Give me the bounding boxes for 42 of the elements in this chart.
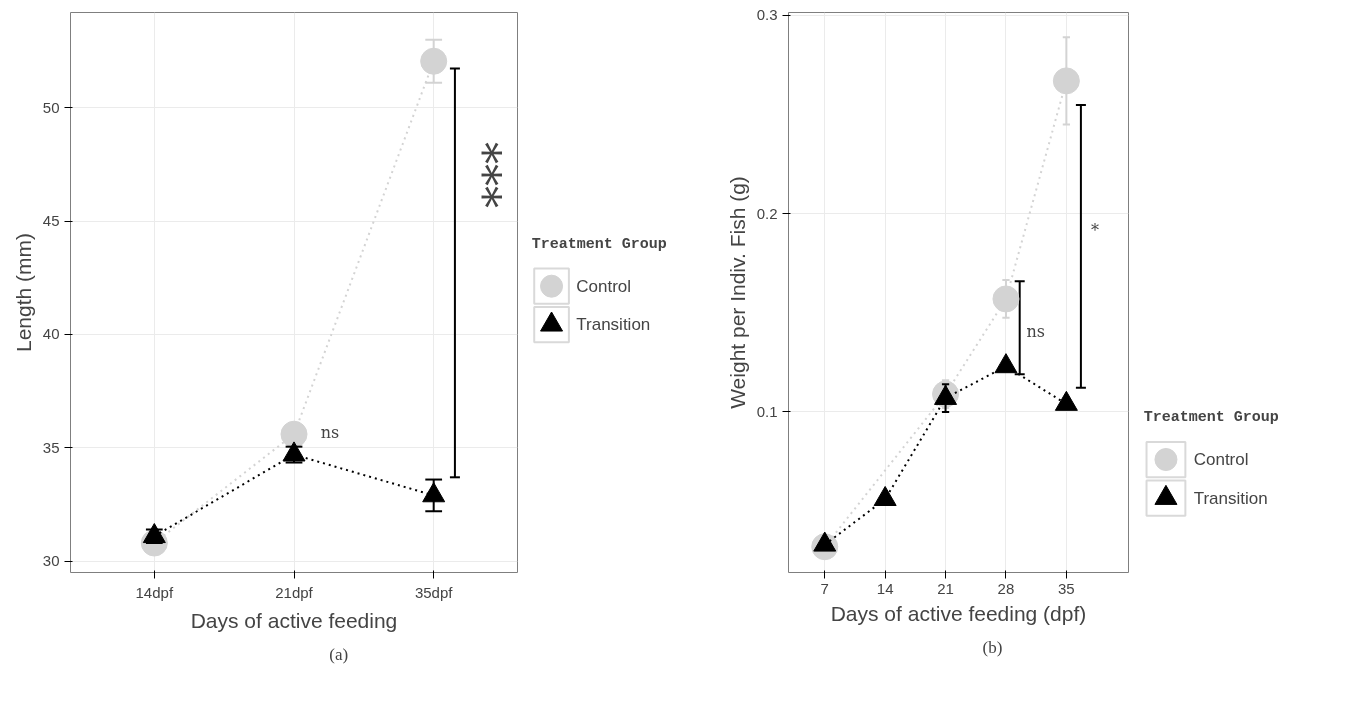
- annotation: ns: [320, 423, 340, 442]
- annotation: ***: [458, 141, 510, 208]
- annotation: ns: [1026, 322, 1046, 342]
- y-tick-label: 50: [42, 98, 60, 116]
- x-tick-label: 7: [820, 579, 829, 597]
- x-tick-label: 14dpf: [135, 583, 174, 601]
- point: [1054, 390, 1078, 411]
- point: [142, 523, 166, 544]
- point: [994, 353, 1018, 374]
- annotation: *: [1091, 221, 1100, 241]
- x-tick-label: 21: [937, 579, 954, 597]
- y-axis-title: Length (mm): [11, 232, 35, 353]
- y-tick-label: 30: [42, 552, 60, 570]
- legend-label: Transition: [1193, 488, 1268, 508]
- y-tick-label: 40: [42, 325, 60, 343]
- y-tick-label: 45: [42, 212, 60, 230]
- x-tick-label: 28: [997, 579, 1015, 597]
- x-tick-label: 35dpf: [414, 583, 454, 601]
- y-tick-label: 0.3: [756, 6, 778, 24]
- point: [813, 531, 837, 552]
- point: [420, 47, 448, 75]
- legend-label: Transition: [576, 315, 651, 335]
- legend-label: Control: [1193, 450, 1249, 470]
- point: [422, 482, 446, 503]
- point: [1052, 67, 1080, 95]
- x-axis-title: Days of active feeding (dpf): [830, 601, 1087, 625]
- text: (a): [329, 645, 349, 664]
- legend-title: Treatment Group: [531, 235, 667, 253]
- legend-title: Treatment Group: [1143, 409, 1279, 427]
- point: [280, 420, 308, 448]
- x-axis-title: Days of active feeding: [190, 608, 398, 632]
- x-tick-label: 21dpf: [275, 583, 314, 601]
- y-tick-label: 0.2: [756, 204, 778, 222]
- legend-label: Control: [576, 276, 632, 296]
- x-tick-label: 35: [1058, 579, 1075, 597]
- y-axis-title: Weight per Indiv. Fish (g): [725, 176, 749, 409]
- y-tick-label: 0.1: [756, 402, 778, 420]
- point: [873, 485, 897, 507]
- text: (b): [982, 638, 1003, 657]
- point: [992, 285, 1020, 313]
- y-tick-label: 35: [42, 438, 60, 456]
- x-tick-label: 14: [876, 579, 894, 597]
